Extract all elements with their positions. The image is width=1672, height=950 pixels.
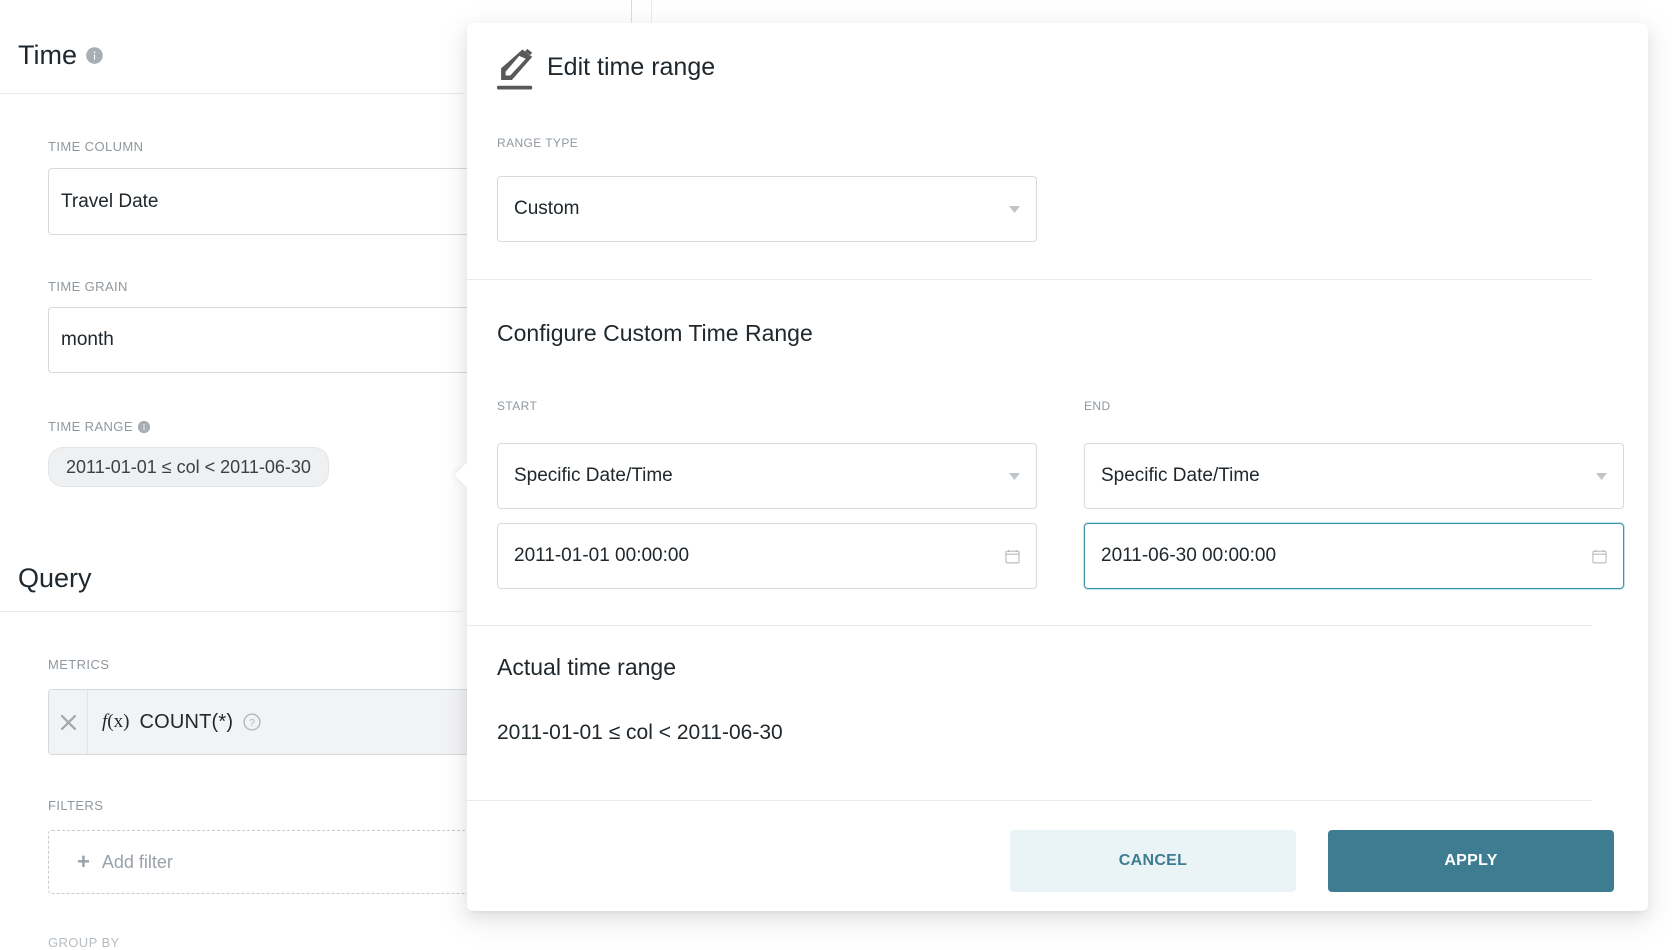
svg-text:?: ? (249, 718, 255, 729)
